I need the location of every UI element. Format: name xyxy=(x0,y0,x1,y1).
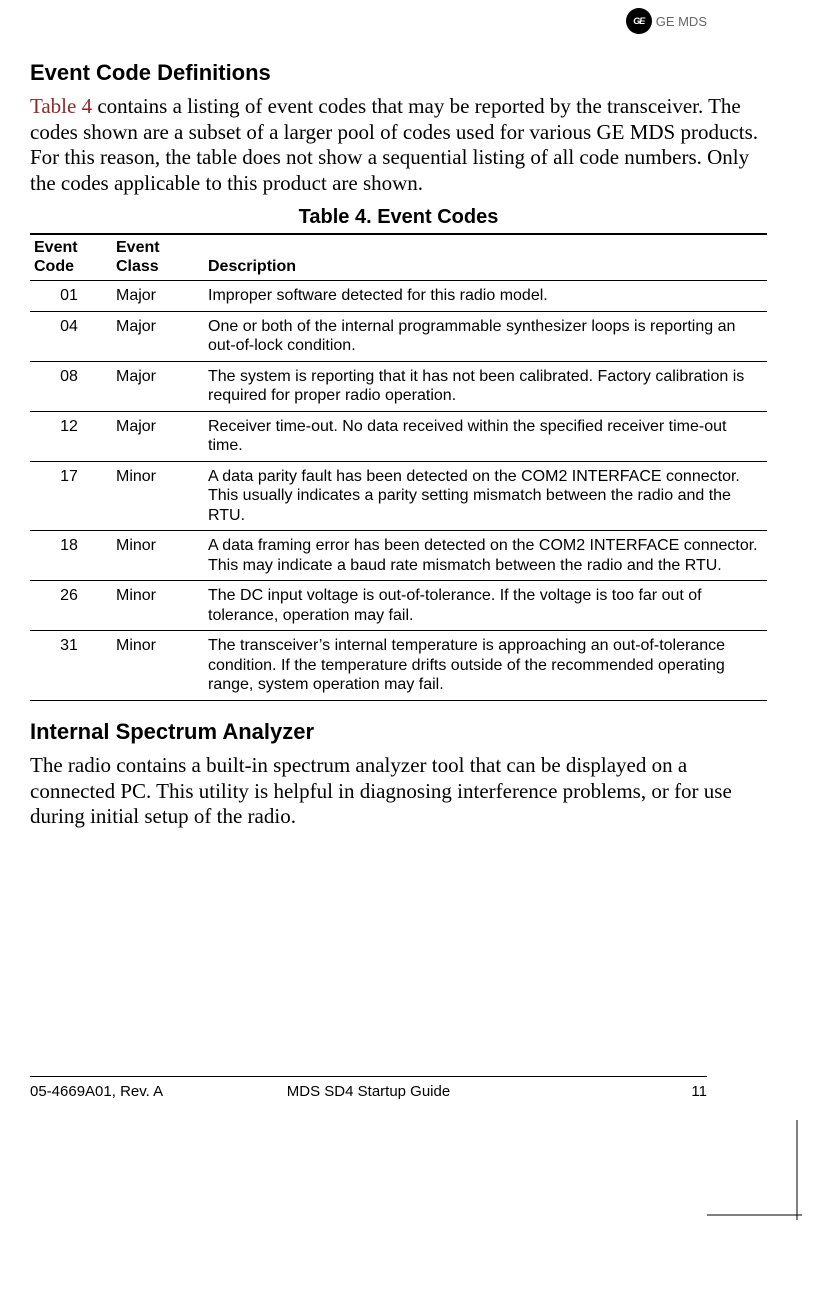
heading-internal-spectrum-analyzer: Internal Spectrum Analyzer xyxy=(30,719,767,745)
cell-desc: The DC input voltage is out-of-tolerance… xyxy=(204,581,767,631)
page-footer: 05-4669A01, Rev. A MDS SD4 Startup Guide… xyxy=(30,1076,707,1100)
table-row: 26 Minor The DC input voltage is out-of-… xyxy=(30,581,767,631)
table-row: 01 Major Improper software detected for … xyxy=(30,281,767,312)
intro-text: contains a listing of event codes that m… xyxy=(30,94,758,195)
table-row: 31 Minor The transceiver’s internal temp… xyxy=(30,631,767,701)
col-header-text: Event xyxy=(116,239,160,256)
table-body: 01 Major Improper software detected for … xyxy=(30,281,767,701)
col-header-text: Code xyxy=(34,258,74,275)
page: GE GE MDS Event Code Definitions Table 4… xyxy=(0,0,827,1240)
cell-code: 17 xyxy=(30,461,112,531)
cell-desc: Improper software detected for this radi… xyxy=(204,281,767,312)
cell-code: 04 xyxy=(30,311,112,361)
cell-code: 26 xyxy=(30,581,112,631)
col-header-description: Description xyxy=(204,234,767,280)
brand-text: GE MDS xyxy=(656,14,707,29)
table-row: 17 Minor A data parity fault has been de… xyxy=(30,461,767,531)
cell-class: Major xyxy=(112,311,204,361)
cell-class: Minor xyxy=(112,461,204,531)
analyzer-paragraph: The radio contains a built-in spectrum a… xyxy=(30,753,767,830)
col-header-event-code: Event Code xyxy=(30,234,112,280)
col-header-text: Class xyxy=(116,258,159,275)
col-header-event-class: Event Class xyxy=(112,234,204,280)
col-header-text: Event xyxy=(34,239,78,256)
cell-class: Minor xyxy=(112,631,204,701)
cell-class: Minor xyxy=(112,531,204,581)
cell-desc: A data parity fault has been detected on… xyxy=(204,461,767,531)
cell-code: 31 xyxy=(30,631,112,701)
table-row: 18 Minor A data framing error has been d… xyxy=(30,531,767,581)
table-row: 12 Major Receiver time-out. No data rece… xyxy=(30,411,767,461)
table-row: 04 Major One or both of the internal pro… xyxy=(30,311,767,361)
intro-paragraph: Table 4 contains a listing of event code… xyxy=(30,94,767,196)
table-row: 08 Major The system is reporting that it… xyxy=(30,361,767,411)
footer-doc-title: MDS SD4 Startup Guide xyxy=(30,1083,707,1100)
cell-code: 08 xyxy=(30,361,112,411)
cell-class: Major xyxy=(112,361,204,411)
table-header-row: Event Code Event Class Description xyxy=(30,234,767,280)
cell-code: 18 xyxy=(30,531,112,581)
cell-desc: Receiver time-out. No data received with… xyxy=(204,411,767,461)
cell-desc: A data framing error has been detected o… xyxy=(204,531,767,581)
ge-monogram-icon: GE xyxy=(626,8,652,34)
heading-event-code-definitions: Event Code Definitions xyxy=(30,60,767,86)
cell-code: 12 xyxy=(30,411,112,461)
event-codes-table: Event Code Event Class Description 01 Ma… xyxy=(30,233,767,701)
cell-class: Minor xyxy=(112,581,204,631)
cell-desc: The transceiver’s internal temperature i… xyxy=(204,631,767,701)
crop-mark-icon xyxy=(707,1120,827,1240)
cell-class: Major xyxy=(112,411,204,461)
cell-class: Major xyxy=(112,281,204,312)
cell-desc: One or both of the internal programmable… xyxy=(204,311,767,361)
cell-desc: The system is reporting that it has not … xyxy=(204,361,767,411)
table4-reference-link[interactable]: Table 4 xyxy=(30,94,92,118)
cell-code: 01 xyxy=(30,281,112,312)
table-caption: Table 4. Event Codes xyxy=(30,206,767,229)
brand-logo: GE GE MDS xyxy=(626,8,707,34)
